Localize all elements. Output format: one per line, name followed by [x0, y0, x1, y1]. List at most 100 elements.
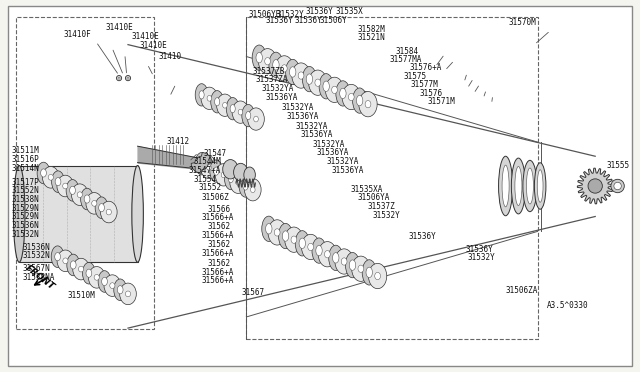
Ellipse shape — [63, 258, 68, 264]
Ellipse shape — [278, 224, 292, 249]
Text: FRONT: FRONT — [24, 263, 56, 291]
Ellipse shape — [223, 102, 227, 108]
Ellipse shape — [366, 267, 372, 278]
Circle shape — [127, 77, 129, 79]
Ellipse shape — [302, 67, 316, 92]
Ellipse shape — [63, 183, 68, 189]
Circle shape — [611, 179, 624, 193]
Circle shape — [118, 77, 120, 79]
Text: 31532YA: 31532YA — [326, 157, 359, 166]
Ellipse shape — [106, 209, 111, 215]
Text: 31536Y: 31536Y — [466, 245, 493, 254]
Ellipse shape — [341, 258, 347, 265]
Ellipse shape — [250, 187, 255, 193]
Text: 31536YA: 31536YA — [332, 166, 364, 175]
Text: 31535X: 31535X — [336, 7, 364, 16]
Ellipse shape — [523, 160, 537, 212]
Ellipse shape — [243, 182, 248, 190]
Text: 31410: 31410 — [159, 52, 182, 61]
Ellipse shape — [292, 63, 310, 88]
Text: 31584: 31584 — [396, 47, 419, 56]
Ellipse shape — [83, 262, 95, 284]
Text: 31532Y: 31532Y — [467, 253, 495, 262]
Text: 31536YA: 31536YA — [287, 112, 319, 121]
Ellipse shape — [73, 258, 90, 280]
Text: 31566+A: 31566+A — [202, 213, 234, 222]
Text: 31521N: 31521N — [357, 33, 385, 42]
Ellipse shape — [253, 116, 259, 122]
Ellipse shape — [110, 283, 115, 288]
Text: 31410E: 31410E — [106, 23, 133, 32]
Ellipse shape — [298, 72, 304, 79]
Text: 31536Y: 31536Y — [306, 7, 333, 16]
Text: 31554: 31554 — [193, 175, 216, 184]
Text: 31532N: 31532N — [22, 251, 50, 260]
Text: 31532YA: 31532YA — [282, 103, 314, 112]
Ellipse shape — [195, 84, 208, 106]
Ellipse shape — [346, 253, 360, 278]
Ellipse shape — [273, 60, 279, 70]
Ellipse shape — [269, 52, 283, 77]
Ellipse shape — [275, 56, 294, 81]
Ellipse shape — [526, 168, 533, 204]
Text: 31537ZA: 31537ZA — [256, 76, 289, 84]
Ellipse shape — [72, 184, 88, 205]
Ellipse shape — [316, 246, 322, 256]
Ellipse shape — [214, 98, 220, 106]
Text: 31577MA: 31577MA — [389, 55, 422, 64]
Circle shape — [125, 76, 131, 81]
Text: 31536YA: 31536YA — [317, 148, 349, 157]
Bar — [246, 17, 538, 339]
Text: 31570M: 31570M — [509, 18, 536, 27]
Circle shape — [614, 182, 621, 190]
Ellipse shape — [348, 93, 354, 101]
Text: 31536Y: 31536Y — [408, 232, 436, 241]
Ellipse shape — [333, 253, 339, 263]
Text: 31510M: 31510M — [67, 291, 95, 300]
Text: 31410F: 31410F — [64, 30, 92, 39]
Ellipse shape — [77, 192, 83, 198]
Ellipse shape — [262, 216, 276, 241]
Text: 31538NA: 31538NA — [22, 273, 55, 282]
Text: 31552: 31552 — [198, 183, 221, 192]
Ellipse shape — [534, 163, 546, 209]
Ellipse shape — [215, 164, 232, 186]
Ellipse shape — [52, 171, 65, 192]
Ellipse shape — [225, 167, 237, 190]
Ellipse shape — [299, 238, 305, 248]
Ellipse shape — [207, 96, 212, 101]
Ellipse shape — [114, 279, 127, 301]
Ellipse shape — [227, 97, 239, 120]
Ellipse shape — [515, 166, 522, 205]
Ellipse shape — [362, 260, 376, 285]
Ellipse shape — [499, 156, 513, 216]
Text: 31536N: 31536N — [22, 243, 50, 252]
Ellipse shape — [342, 84, 360, 110]
Ellipse shape — [329, 245, 343, 270]
Ellipse shape — [86, 269, 92, 277]
Text: 31532N: 31532N — [12, 230, 39, 239]
Ellipse shape — [282, 65, 287, 72]
Text: 31412: 31412 — [166, 137, 189, 146]
Ellipse shape — [256, 52, 262, 63]
Ellipse shape — [324, 251, 330, 258]
Text: 31567: 31567 — [242, 288, 265, 296]
Ellipse shape — [306, 74, 312, 84]
Text: 31506Y: 31506Y — [320, 16, 348, 25]
Ellipse shape — [369, 263, 387, 289]
Ellipse shape — [57, 250, 74, 272]
Ellipse shape — [214, 167, 219, 175]
Text: 31506ZA: 31506ZA — [506, 286, 538, 295]
Ellipse shape — [239, 175, 252, 197]
Ellipse shape — [102, 278, 108, 286]
Text: 31566+A: 31566+A — [202, 249, 234, 258]
Ellipse shape — [67, 254, 79, 276]
Ellipse shape — [352, 256, 370, 281]
Ellipse shape — [66, 180, 79, 201]
Text: 31514N: 31514N — [12, 164, 39, 173]
Ellipse shape — [207, 164, 211, 170]
Ellipse shape — [365, 100, 371, 108]
Text: 31532Y: 31532Y — [276, 10, 304, 19]
Ellipse shape — [358, 265, 364, 272]
Text: 31529N: 31529N — [12, 204, 39, 213]
